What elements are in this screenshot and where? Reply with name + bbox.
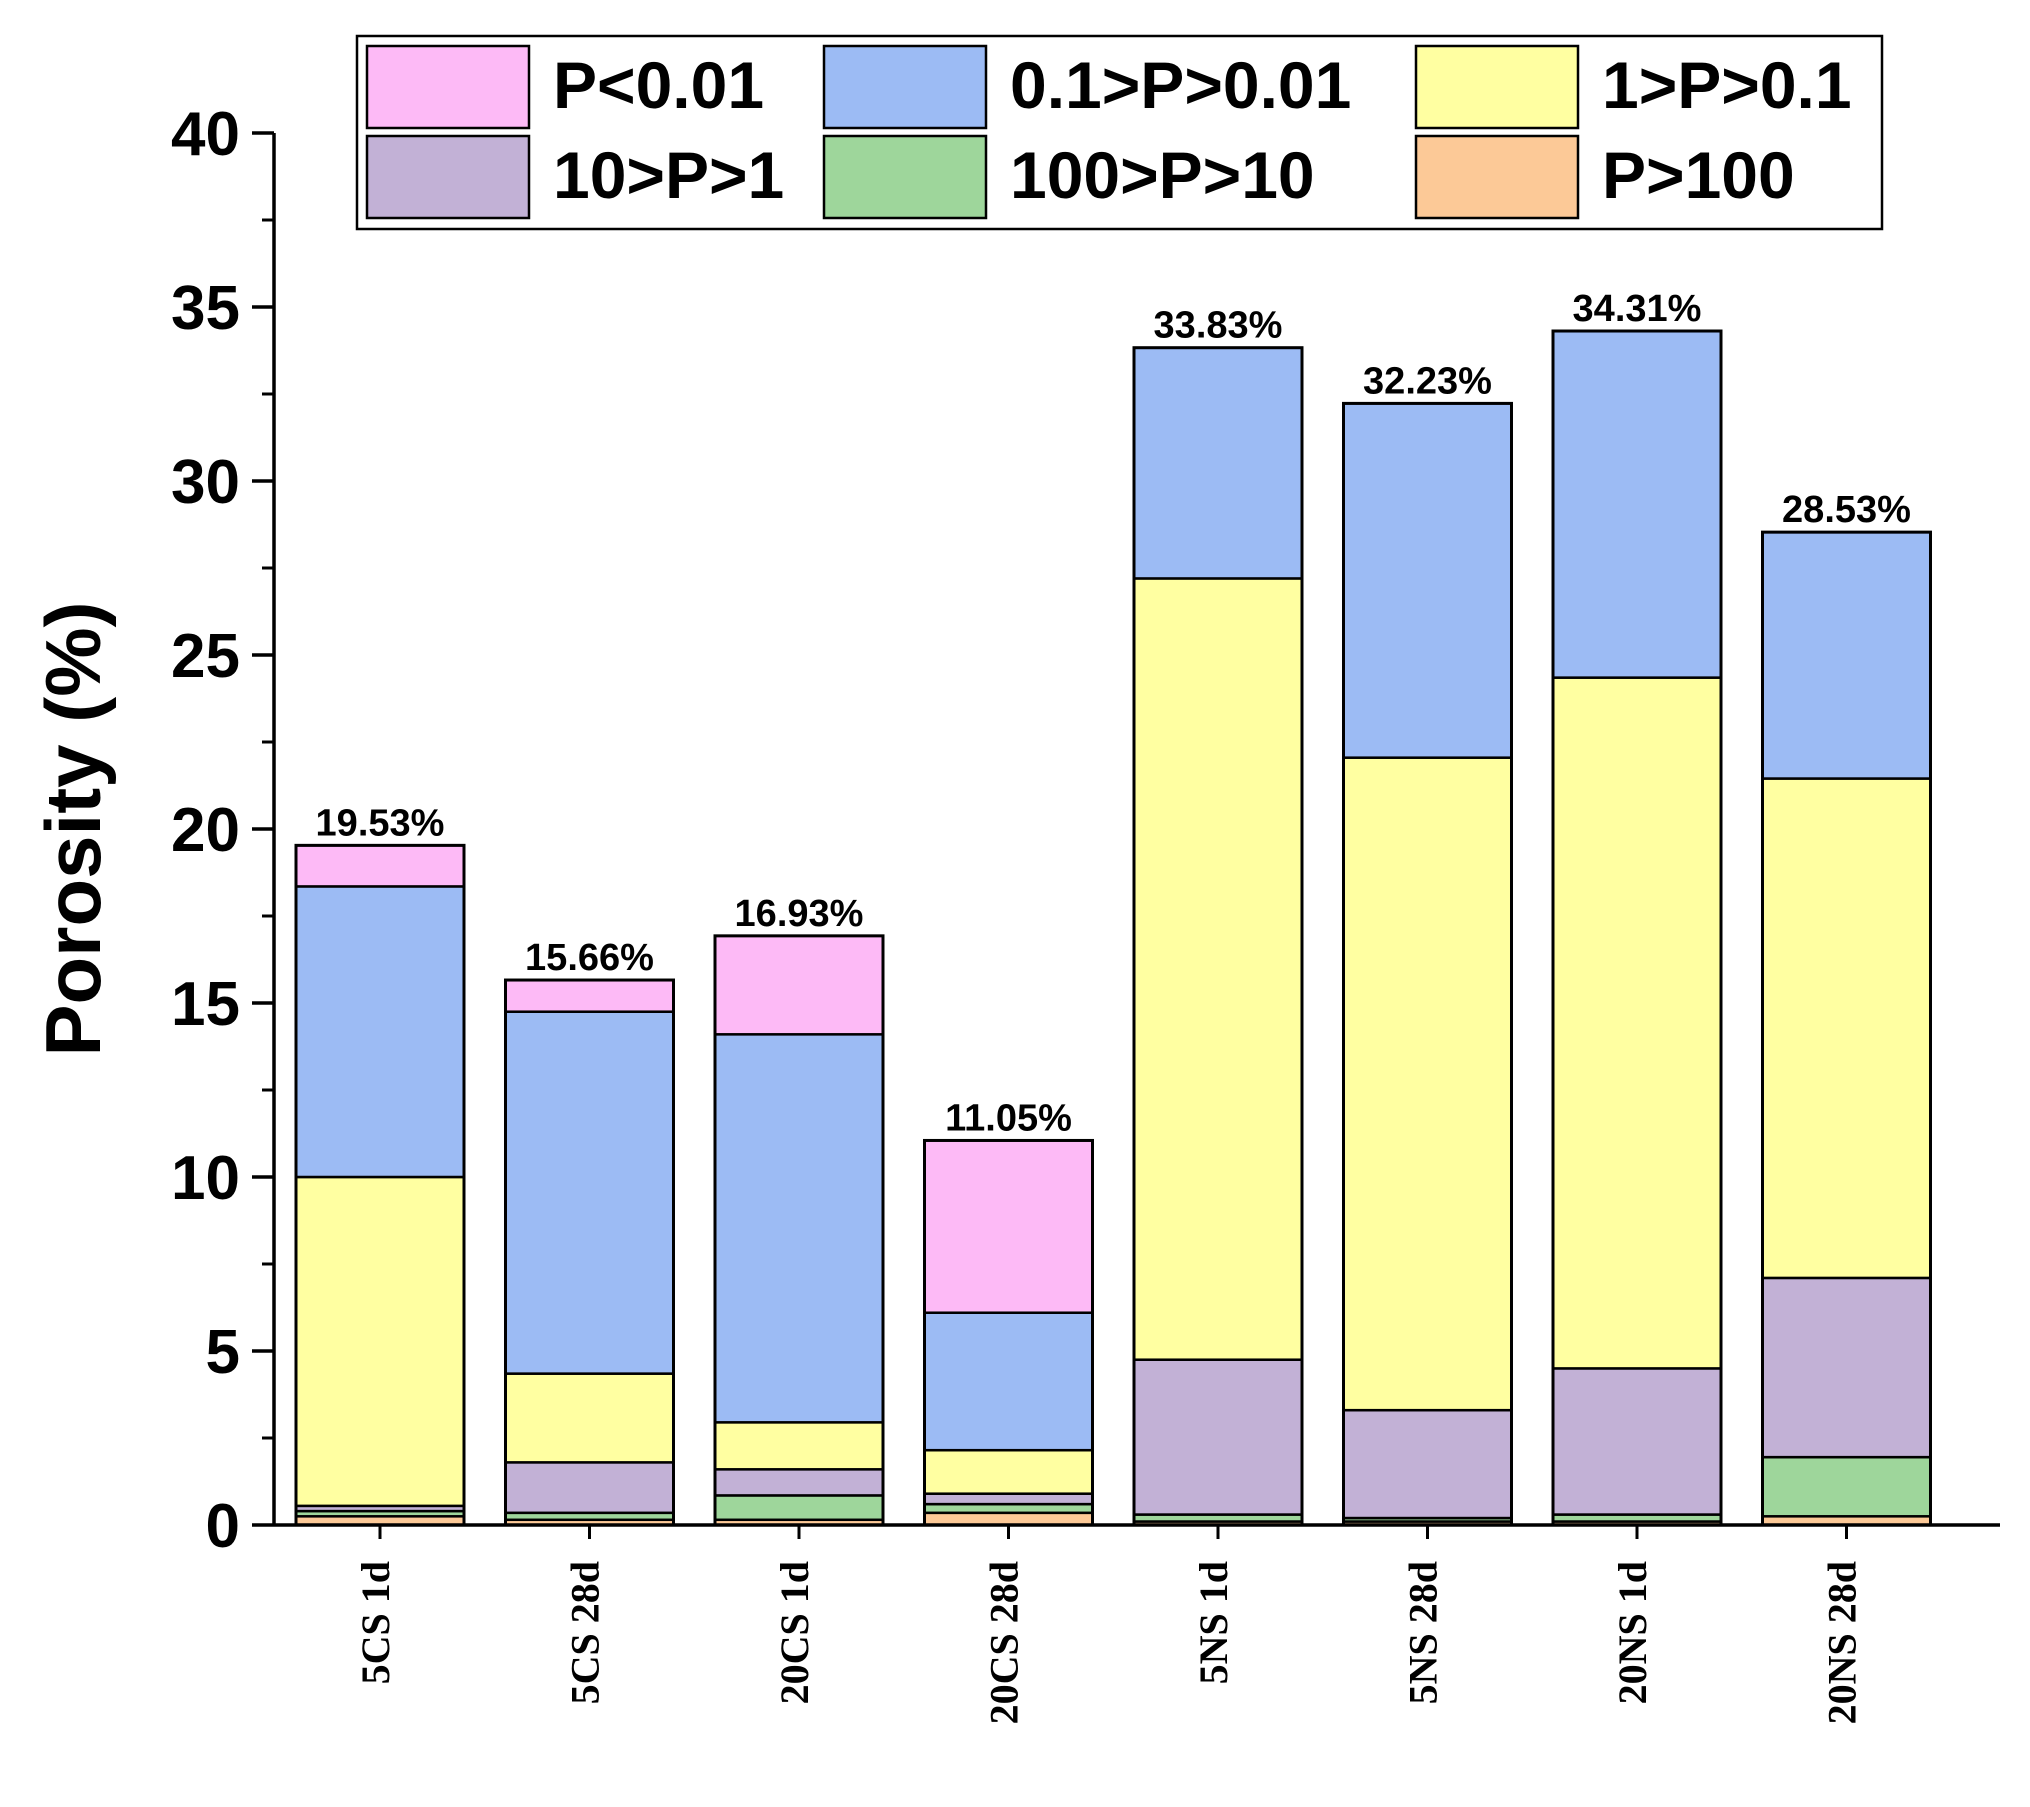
bar-segment-20ns-28d-1-p-0-1 — [1761, 777, 1932, 1280]
y-tick-label-30: 30 — [171, 448, 240, 517]
bar-segment-20ns-1d-10-p-1 — [1551, 1367, 1723, 1516]
bar-segment-5cs-1d-0-1-p-0-01 — [294, 885, 466, 1179]
bar-group-20cs-28d — [923, 1138, 1094, 1527]
bar-segment-5ns-1d-1-p-0-1 — [1132, 577, 1304, 1361]
y-tick-label-40: 40 — [171, 100, 240, 169]
legend-label-p-0-01: P<0.01 — [553, 48, 764, 122]
bar-group-20cs-1d — [713, 934, 885, 1527]
legend-swatch-100-p-10 — [822, 134, 988, 220]
bar-segment-20cs-1d-100-p-10 — [713, 1494, 885, 1522]
bar-segment-20cs-28d-p-0-01 — [923, 1139, 1094, 1314]
y-tick-label-0: 0 — [206, 1492, 240, 1561]
legend-label-1-p-0-1: 1>P>0.1 — [1602, 48, 1852, 122]
bar-segment-5cs-28d-1-p-0-1 — [504, 1372, 675, 1464]
x-tick-label-5ns-28d: 5NS 28d — [1401, 1561, 1446, 1704]
y-tick-label-10: 10 — [171, 1144, 240, 1213]
total-label-5ns-28d: 32.23% — [1363, 360, 1492, 402]
total-label-20ns-28d: 28.53% — [1782, 489, 1911, 531]
bar-group-5ns-1d — [1132, 346, 1304, 1527]
bar-segment-20cs-28d-0-1-p-0-01 — [923, 1311, 1094, 1452]
x-tick-label-20ns-28d: 20NS 28d — [1820, 1561, 1865, 1724]
bar-group-5cs-1d — [294, 843, 466, 1527]
bar-segment-5ns-28d-1-p-0-1 — [1342, 756, 1513, 1412]
y-tick-label-5: 5 — [206, 1318, 240, 1387]
legend-label-0-1-p-0-01: 0.1>P>0.01 — [1010, 48, 1351, 122]
bar-segment-5cs-1d-p-0-01 — [294, 844, 466, 888]
y-tick-label-15: 15 — [171, 970, 240, 1039]
bar-group-5cs-28d — [504, 978, 675, 1527]
y-axis-label: Porosity (%) — [29, 601, 117, 1056]
bar-segment-20ns-28d-100-p-10 — [1761, 1455, 1932, 1518]
y-tick-label-35: 35 — [171, 274, 240, 343]
bar-segment-5cs-28d-10-p-1 — [504, 1461, 675, 1515]
legend-swatch-10-p-1 — [365, 134, 531, 220]
bar-segment-20cs-1d-10-p-1 — [713, 1468, 885, 1497]
total-label-20cs-28d: 11.05% — [945, 1097, 1072, 1139]
bar-segment-20cs-1d-0-1-p-0-01 — [713, 1033, 885, 1424]
bar-group-5ns-28d — [1342, 401, 1513, 1527]
x-tick-label-5cs-1d: 5CS 1d — [353, 1561, 398, 1684]
bar-segment-20cs-28d-10-p-1 — [923, 1492, 1094, 1506]
bar-segment-5ns-1d-0-1-p-0-01 — [1132, 346, 1304, 580]
x-tick-label-20cs-1d: 20CS 1d — [772, 1561, 817, 1704]
labels-layer: 19.53% 5CS 1d 15.66% 5CS 28d 16.93% 20CS 1d 11… — [29, 100, 1911, 1724]
bar-segment-20ns-28d-0-1-p-0-01 — [1761, 530, 1932, 780]
bar-segment-20cs-1d-1-p-0-1 — [713, 1421, 885, 1471]
bar-segment-20cs-28d-p-100 — [923, 1511, 1094, 1527]
total-label-20cs-1d: 16.93% — [735, 893, 864, 935]
x-tick-label-5ns-1d: 5NS 1d — [1191, 1561, 1236, 1684]
total-label-5cs-28d: 15.66% — [525, 937, 654, 979]
x-tick-label-20ns-1d: 20NS 1d — [1610, 1561, 1655, 1704]
legend-swatch-1-p-0-1 — [1414, 44, 1580, 130]
bar-segment-5ns-1d-10-p-1 — [1132, 1358, 1304, 1516]
bar-segment-5cs-1d-1-p-0-1 — [294, 1175, 466, 1508]
bar-segment-5cs-28d-0-1-p-0-01 — [504, 1010, 675, 1375]
legend: P<0.01 0.1>P>0.01 1>P>0.1 10>P>1 100>P>10 P>1… — [355, 34, 1884, 231]
legend-box — [355, 34, 1884, 231]
total-label-5ns-1d: 33.83% — [1154, 305, 1283, 347]
legend-swatch-0-1-p-0-01 — [822, 44, 988, 130]
legend-swatch-p-100 — [1414, 134, 1580, 220]
bar-segment-20cs-28d-100-p-10 — [923, 1502, 1094, 1515]
bar-segment-5ns-28d-10-p-1 — [1342, 1408, 1513, 1520]
total-label-20ns-1d: 34.31% — [1573, 288, 1702, 330]
x-tick-label-20cs-28d: 20CS 28d — [982, 1561, 1027, 1724]
bar-segment-20ns-28d-10-p-1 — [1761, 1276, 1932, 1459]
total-label-5cs-1d: 19.53% — [316, 802, 445, 844]
legend-label-100-p-10: 100>P>10 — [1010, 138, 1315, 212]
bar-segment-5ns-28d-0-1-p-0-01 — [1342, 402, 1513, 759]
bars-layer — [294, 329, 1932, 1527]
bar-segment-20cs-28d-1-p-0-1 — [923, 1448, 1094, 1495]
legend-label-10-p-1: 10>P>1 — [553, 138, 784, 212]
bar-segment-20cs-1d-p-0-01 — [713, 934, 885, 1036]
axes-layer — [252, 131, 2000, 1539]
bar-segment-20ns-1d-1-p-0-1 — [1551, 676, 1723, 1370]
bar-group-20ns-28d — [1761, 530, 1932, 1527]
bar-segment-20ns-1d-0-1-p-0-01 — [1551, 329, 1723, 679]
y-tick-label-20: 20 — [171, 796, 240, 865]
legend-label-p-100: P>100 — [1602, 138, 1795, 212]
x-tick-label-5cs-28d: 5CS 28d — [563, 1561, 608, 1704]
bar-segment-5cs-28d-p-0-01 — [504, 978, 675, 1013]
bar-group-20ns-1d — [1551, 329, 1723, 1527]
legend-swatch-p-0-01 — [365, 44, 531, 130]
y-tick-label-25: 25 — [171, 622, 240, 691]
